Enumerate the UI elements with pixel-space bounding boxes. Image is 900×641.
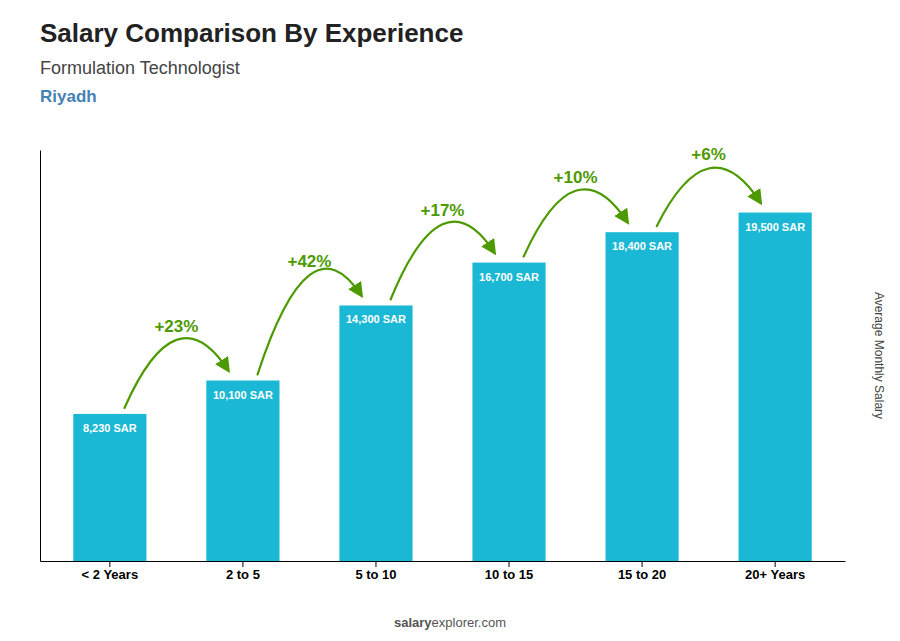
arc-arrow — [124, 338, 228, 408]
arc-arrow — [258, 269, 362, 375]
arc-label: +6% — [691, 145, 726, 164]
x-tick-mark — [509, 561, 510, 567]
x-tick: < 2 Years — [82, 561, 139, 582]
data-label: 18,400 SAR — [612, 240, 672, 252]
bar — [739, 213, 812, 561]
chart-svg: Salary Comparison By Experience Formulati… — [0, 0, 900, 641]
arc-label: +23% — [154, 317, 198, 336]
watermark-part: explorer.com — [432, 615, 506, 630]
bar — [605, 232, 678, 561]
x-tick-label: 15 to 20 — [618, 567, 666, 582]
x-tick: 20+ Years — [745, 561, 805, 582]
x-axis: < 2 Years 2 to 5 5 to 10 10 to 15 15 to 20 20… — [41, 561, 846, 582]
x-tick-mark — [775, 561, 776, 567]
watermark: salaryexplorer.com — [394, 615, 506, 630]
y-axis — [40, 151, 41, 562]
data-label: 14,300 SAR — [346, 313, 406, 325]
x-tick: 15 to 20 — [618, 561, 666, 582]
subtitle: Formulation Technologist — [40, 58, 240, 78]
bar — [339, 305, 412, 561]
bar — [206, 381, 279, 561]
arc-arrow — [657, 168, 761, 227]
arc-arrow — [391, 222, 495, 300]
x-tick-mark — [375, 561, 376, 567]
x-tick-label: < 2 Years — [82, 567, 139, 582]
x-tick-label: 10 to 15 — [485, 567, 533, 582]
x-tick: 2 to 5 — [226, 561, 260, 582]
x-tick-label: 20+ Years — [745, 567, 805, 582]
bar — [472, 263, 545, 561]
x-tick-label: 5 to 10 — [355, 567, 396, 582]
x-tick-mark — [242, 561, 243, 567]
arcs: +23% +42% +17% +10% +6% — [124, 145, 760, 407]
x-tick-mark — [642, 561, 643, 567]
x-tick: 5 to 10 — [355, 561, 396, 582]
x-tick: 10 to 15 — [485, 561, 533, 582]
city-label: Riyadh — [40, 87, 97, 106]
data-label: 16,700 SAR — [479, 271, 539, 283]
arc-label: +42% — [287, 252, 331, 271]
title: Salary Comparison By Experience — [40, 18, 463, 48]
arc-arrow — [524, 189, 628, 256]
x-tick-mark — [109, 561, 110, 567]
data-labels: 8,230 SAR 10,100 SAR 14,300 SAR 16,700 SAR 1… — [83, 221, 805, 434]
watermark-part: salary — [394, 615, 432, 630]
y-axis-line — [40, 151, 41, 562]
x-axis-line — [41, 561, 846, 562]
y-axis-title: Average Monthly Salary — [872, 292, 886, 419]
arc-label: +17% — [421, 201, 465, 220]
x-tick-label: 2 to 5 — [226, 567, 260, 582]
plot: < 2 Years 2 to 5 5 to 10 10 to 15 15 to 20 20… — [41, 145, 846, 582]
arc-label: +10% — [554, 168, 598, 187]
data-label: 8,230 SAR — [83, 422, 137, 434]
bar — [73, 414, 146, 561]
data-label: 10,100 SAR — [213, 389, 273, 401]
bars — [73, 213, 811, 561]
data-label: 19,500 SAR — [745, 221, 805, 233]
